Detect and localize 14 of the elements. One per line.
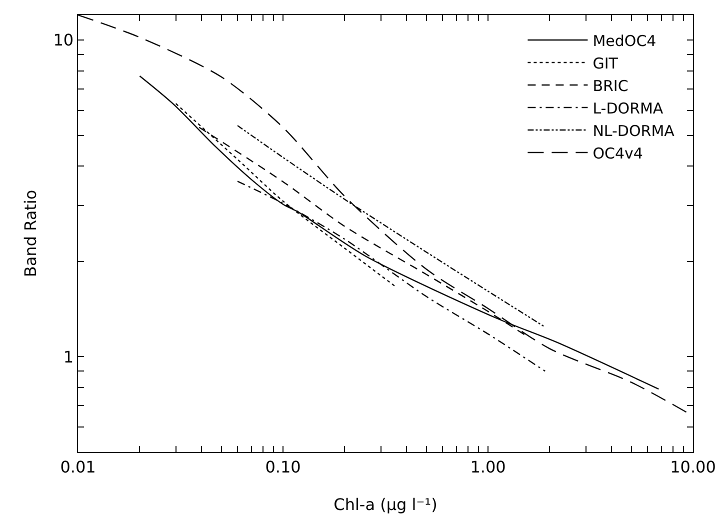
legend-label: BRIC [592,76,628,95]
y-tick-label: 10 [53,30,74,50]
legend-label: L-DORMA [592,99,664,118]
legend-label: MedOC4 [592,32,656,50]
y-tick-label: 1 [63,347,74,366]
x-tick-label: 10.00 [670,457,716,476]
legend-label: NL-DORMA [592,122,676,140]
x-tick-label: 1.00 [470,457,506,476]
legend-label: GIT [592,54,619,72]
x-tick-label: 0.01 [60,457,96,476]
x-axis-title: Chl-a (μg l⁻¹) [334,495,438,514]
y-axis-title: Band Ratio [20,190,40,278]
x-tick-label: 0.10 [265,457,301,476]
legend-label: OC4v4 [592,144,643,162]
